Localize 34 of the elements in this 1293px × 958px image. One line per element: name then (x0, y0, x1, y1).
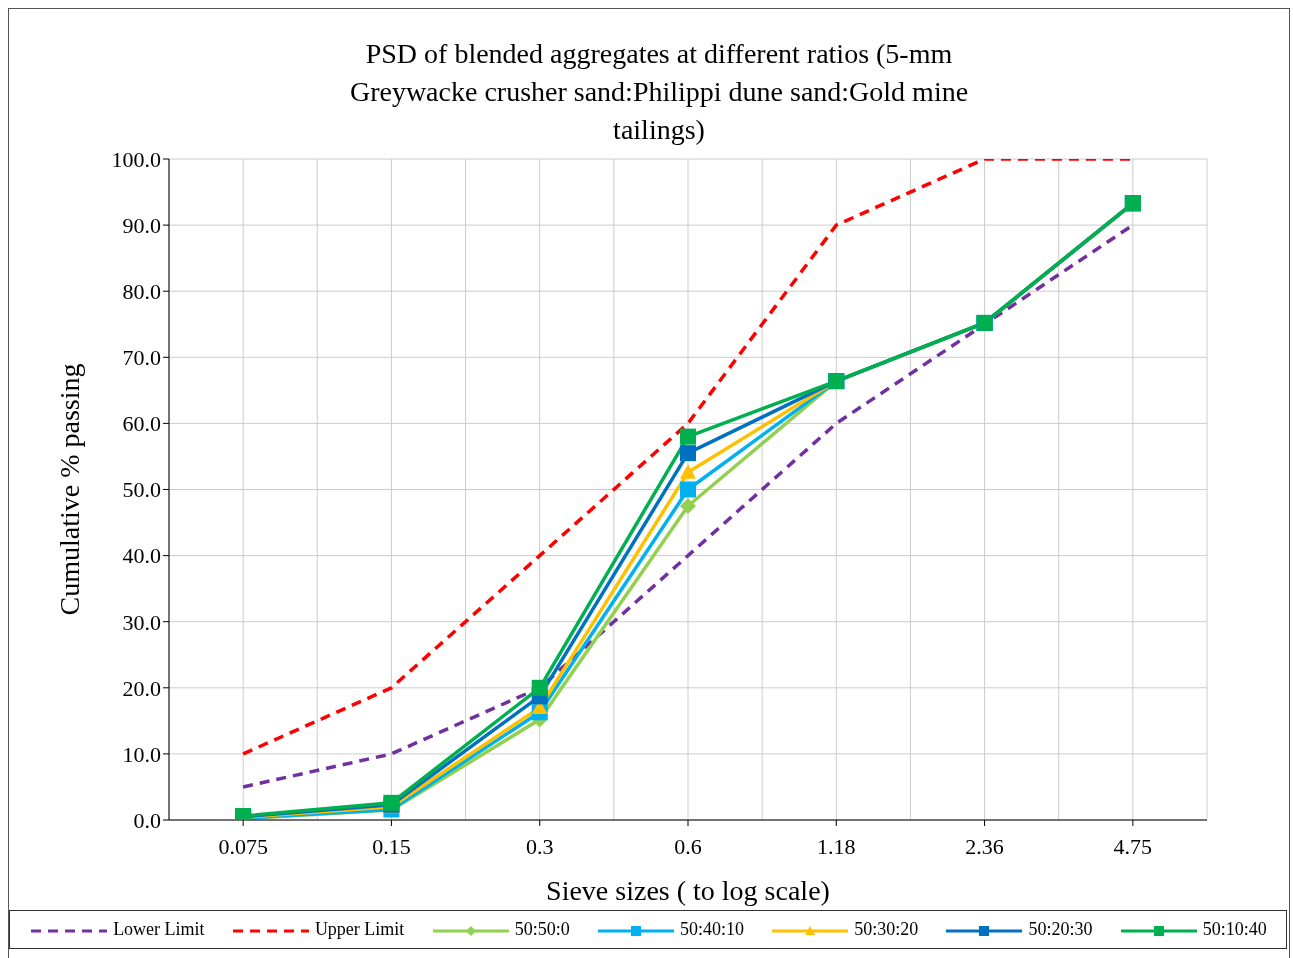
y-tick-label: 20.0 (122, 675, 161, 701)
y-tick-label: 80.0 (122, 279, 161, 305)
y-tick-label: 30.0 (122, 609, 161, 635)
legend-label: Lower Limit (112, 919, 205, 940)
point (680, 428, 696, 445)
chart-title: PSD of blended aggregates at different ratios (5-mm Greywacke crusher sand:Philippi dune sand:Gold mine tailings) (349, 38, 969, 145)
y-tick-label: 40.0 (122, 543, 161, 569)
y-tick-label: 90.0 (122, 212, 161, 238)
x-tick-label: 0.15 (372, 833, 411, 859)
y-tick-label: 60.0 (122, 411, 161, 437)
x-tick-label: 0.075 (218, 833, 268, 859)
point (680, 445, 696, 462)
point (531, 679, 548, 696)
x-tick-label: 4.75 (1113, 833, 1153, 859)
point (680, 481, 696, 498)
legend-label: 50:10:40 (1201, 919, 1267, 940)
legend-label: 50:50:0 (513, 919, 570, 940)
legend-label: Upper Limit (313, 919, 405, 940)
x-tick-label: 1.18 (817, 833, 856, 859)
point (680, 498, 696, 515)
x-tick-label: 2.36 (965, 833, 1004, 859)
legend-label: 50:30:20 (853, 919, 919, 940)
y-tick-label: 50.0 (122, 477, 161, 503)
x-tick-label: 0.3 (525, 833, 554, 859)
x-axis-title: Sieve sizes ( to log scale) (546, 875, 830, 906)
legend-label: 50:20:30 (1027, 919, 1093, 940)
y-tick-label: 70.0 (122, 345, 161, 371)
x-tick-label: 0.6 (674, 833, 702, 859)
y-tick-label: 0.0 (133, 807, 161, 833)
point (680, 464, 696, 479)
y-tick-label: 10.0 (122, 741, 161, 767)
y-tick-label: 100.0 (111, 146, 161, 172)
y-axis-title: Cumulative % passing (53, 363, 85, 616)
legend-label: 50:40:10 (678, 919, 744, 940)
